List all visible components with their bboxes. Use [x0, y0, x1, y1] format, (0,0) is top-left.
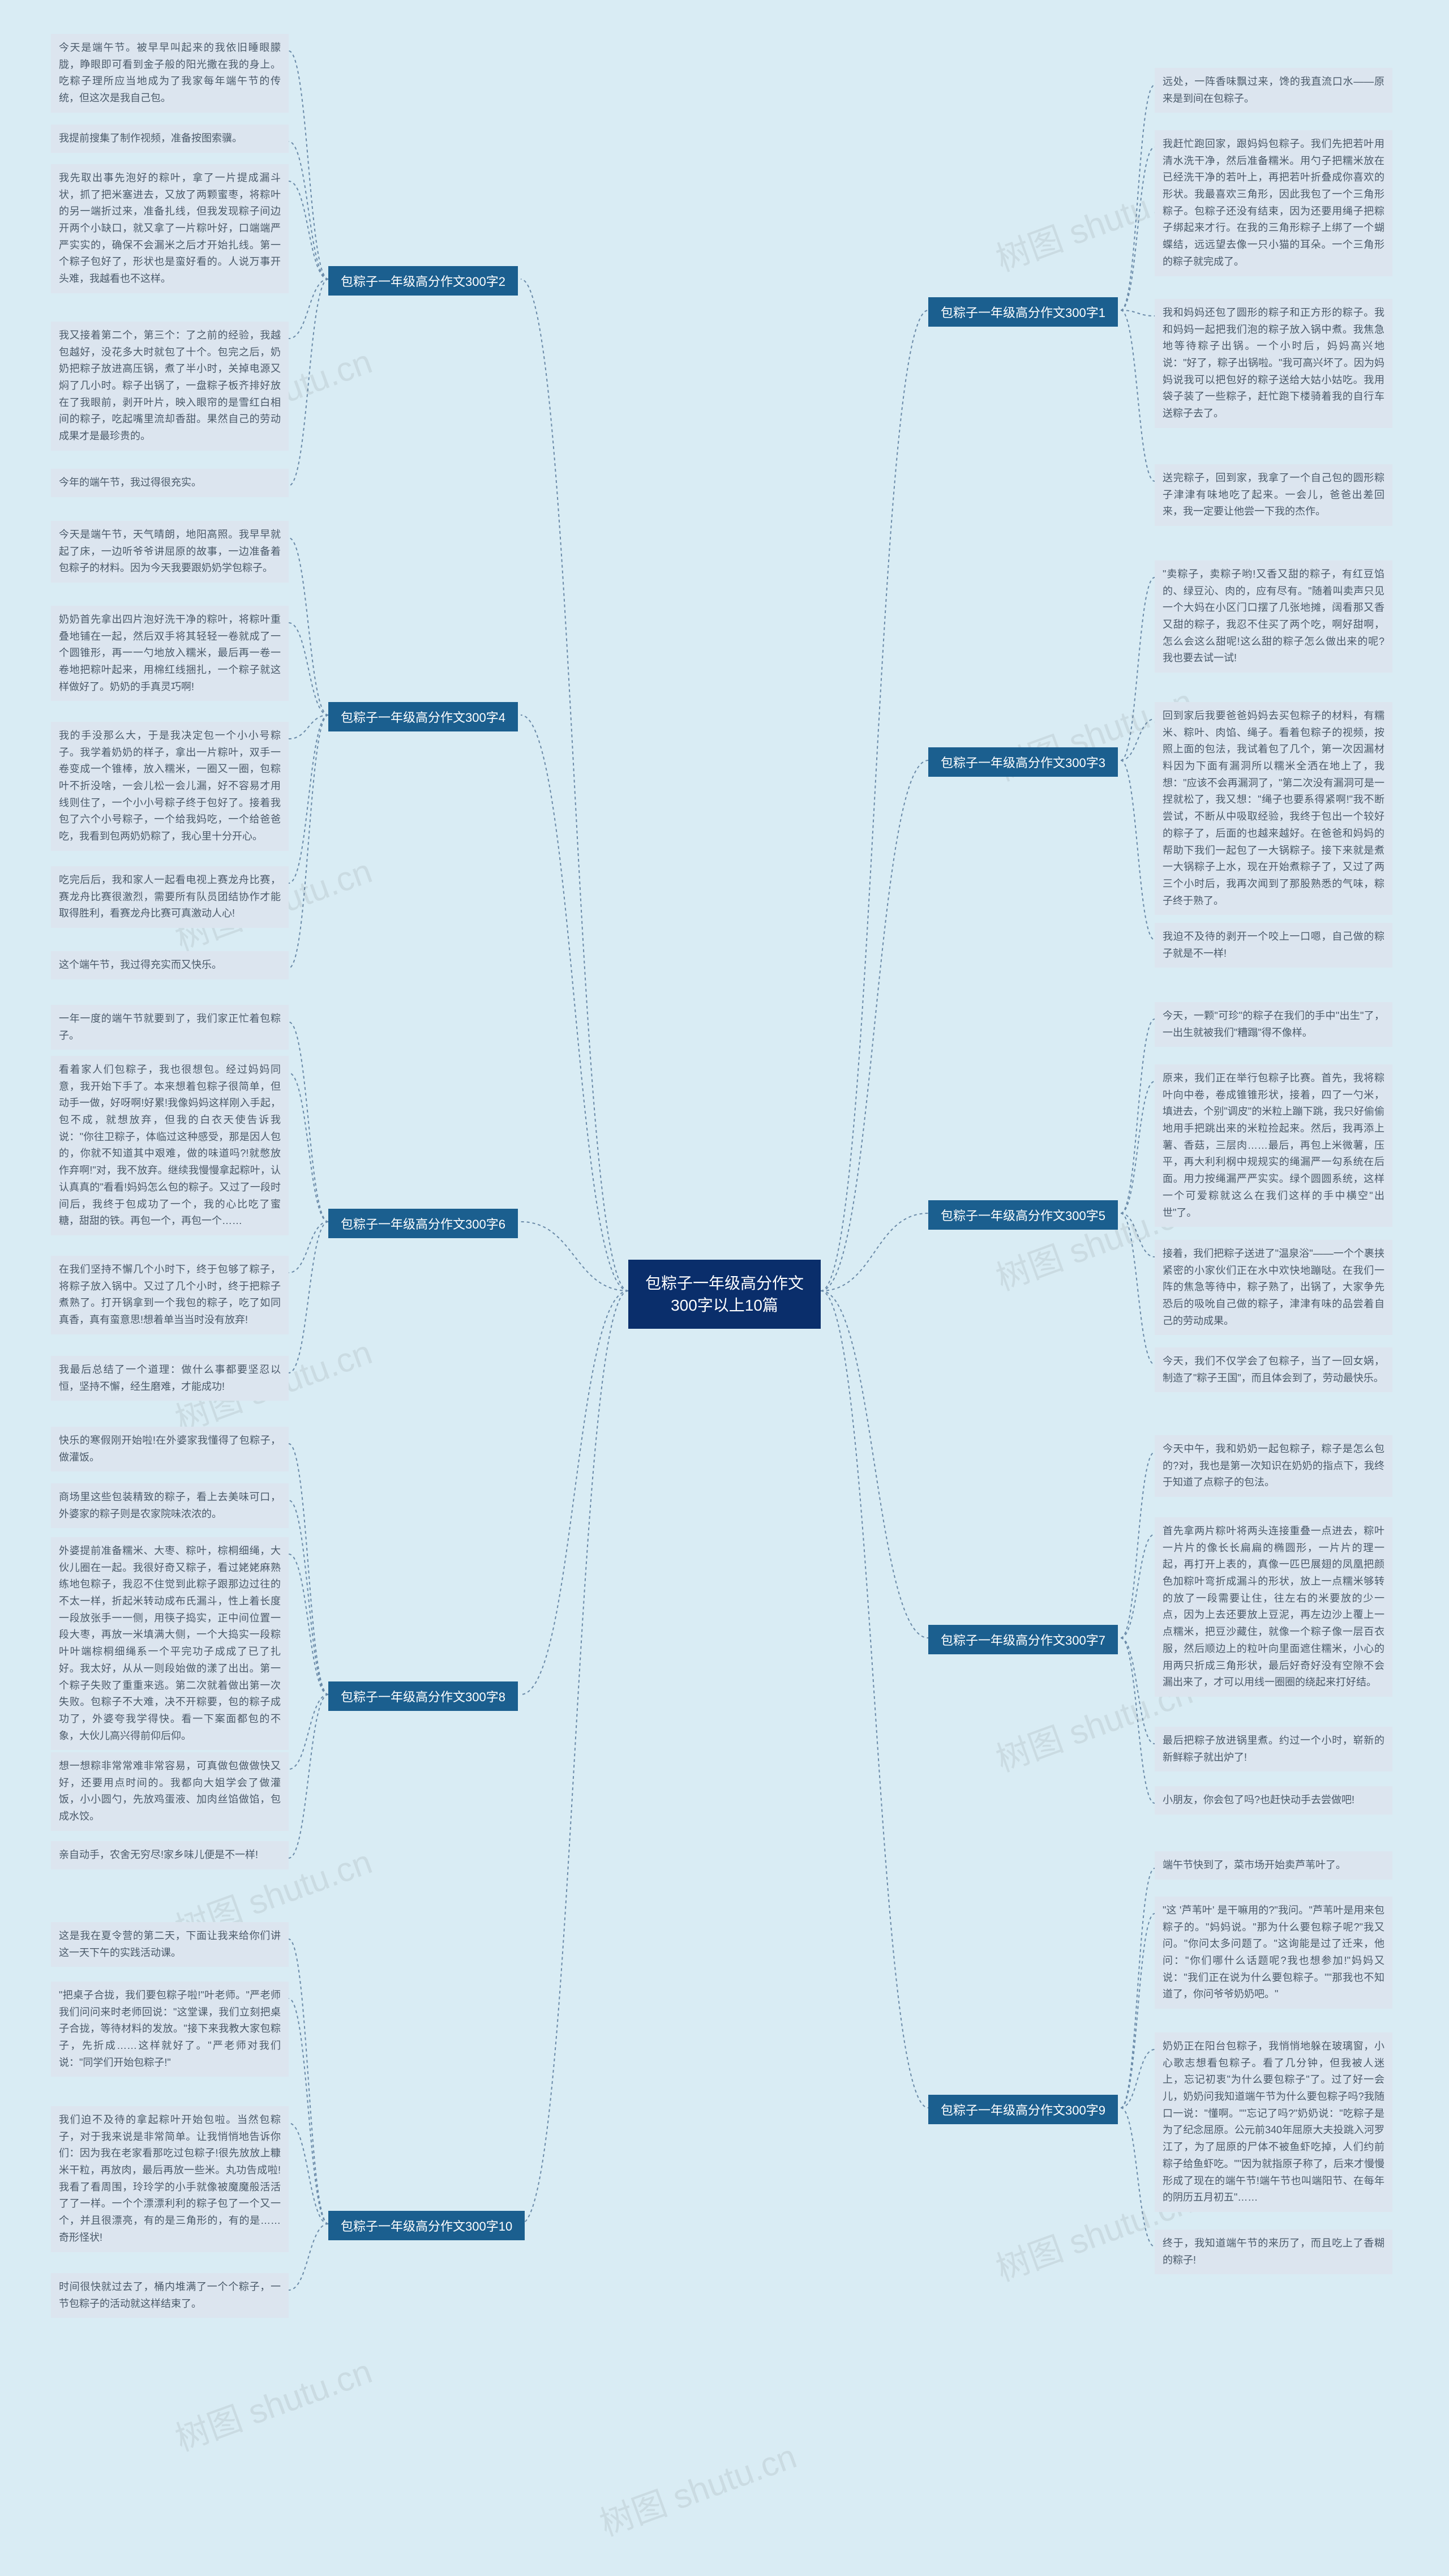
leaf-node: 最后把粽子放进锅里煮。约过一个小时，崭新的新鲜粽子就出炉了!: [1155, 1727, 1392, 1771]
leaf-node: 看着家人们包粽子，我也很想包。经过妈妈同意，我开始下手了。本来想着包粽子很简单，…: [51, 1056, 289, 1235]
branch-node: 包粽子一年级高分作文300字5: [928, 1200, 1118, 1230]
leaf-node: 首先拿两片粽叶将两头连接重叠一点进去，粽叶一片片的像长长扁扁的椭圆形，一片片的理…: [1155, 1517, 1392, 1697]
leaf-node: 我迫不及待的剥开一个咬上一口嗯，自己做的粽子就是不一样!: [1155, 923, 1392, 968]
leaf-node: 今天，我们不仅学会了包粽子，当了一回女娲，制造了"粽子王国"，而且体会到了，劳动…: [1155, 1347, 1392, 1392]
leaf-node: 我的手没那么大，于是我决定包一个小小号粽子。我学着奶奶的样子，拿出一片粽叶，双手…: [51, 722, 289, 851]
leaf-node: 想一想粽非常常难非常容易，可真做包做做快又好，还要用点时间的。我都向大姐学会了做…: [51, 1752, 289, 1831]
watermark: 树图 shutu.cn: [592, 2429, 802, 2545]
center-node: 包粽子一年级高分作文300字以上10篇: [628, 1260, 821, 1329]
leaf-node: 我提前搜集了制作视频，准备按图索骥。: [51, 125, 289, 153]
leaf-node: 终于，我知道端午节的来历了，而且吃上了香糊的粽子!: [1155, 2230, 1392, 2274]
leaf-node: 今天是端午节。被早早叫起来的我依旧睡眼朦胧，睁眼即可看到金子般的阳光撒在我的身上…: [51, 34, 289, 113]
leaf-node: 我先取出事先泡好的粽叶，拿了一片提成漏斗状，抓了把米塞进去，又放了两颗蜜枣，将粽…: [51, 164, 289, 293]
leaf-node: "这 '芦苇叶' 是干嘛用的?"我问。"芦苇叶是用来包粽子的。"妈妈说。"那为什…: [1155, 1897, 1392, 2009]
branch-node: 包粽子一年级高分作文300字4: [328, 702, 518, 731]
leaf-node: 回到家后我要爸爸妈妈去买包粽子的材料，有糯米、粽叶、肉馅、绳子。看着包粽子的视频…: [1155, 702, 1392, 915]
leaf-node: 这个端午节，我过得充实而又快乐。: [51, 951, 289, 979]
leaf-node: 商场里这些包装精致的粽子，看上去美味可口，外婆家的粽子则是农家院味浓浓的。: [51, 1483, 289, 1528]
branch-node: 包粽子一年级高分作文300字6: [328, 1209, 518, 1238]
leaf-node: 我和妈妈还包了圆形的粽子和正方形的粽子。我和妈妈一起把我们泡的粽子放入锅中煮。我…: [1155, 299, 1392, 428]
leaf-node: 我们迫不及待的拿起粽叶开始包啦。当然包粽子，对于我来说是非常简单。让我悄悄地告诉…: [51, 2106, 289, 2252]
leaf-node: 今年的端午节，我过得很充实。: [51, 469, 289, 497]
leaf-node: 我又接着第二个，第三个：了之前的经验，我越包越好，没花多大时就包了十个。包完之后…: [51, 322, 289, 451]
leaf-node: 今天中午，我和奶奶一起包粽子，粽子是怎么包的?对，我也是第一次知识在奶奶的指点下…: [1155, 1435, 1392, 1497]
leaf-node: 小朋友，你会包了吗?也赶快动手去尝做吧!: [1155, 1786, 1392, 1815]
leaf-node: 接着，我们把粽子送进了"温泉浴"——一个个裹挟紧密的小家伙们正在水中欢快地蹦哒。…: [1155, 1240, 1392, 1335]
center-label: 包粽子一年级高分作文300字以上10篇: [645, 1274, 804, 1314]
leaf-node: 我最后总结了一个道理：做什么事都要坚忍以恒，坚持不懈，经生磨难，才能成功!: [51, 1356, 289, 1401]
branch-node: 包粽子一年级高分作文300字8: [328, 1681, 518, 1711]
leaf-node: 今天，一颗"可珍"的粽子在我们的手中"出生"了，一出生就被我们"糟蹋"得不像样。: [1155, 1002, 1392, 1047]
leaf-node: 快乐的寒假刚开始啦!在外婆家我懂得了包粽子，做灌饭。: [51, 1427, 289, 1471]
leaf-node: 远处，一阵香味飘过来，馋的我直流口水——原来是到间在包粽子。: [1155, 68, 1392, 113]
branch-node: 包粽子一年级高分作文300字1: [928, 297, 1118, 327]
branch-node: 包粽子一年级高分作文300字2: [328, 266, 518, 296]
watermark: 树图 shutu.cn: [168, 2344, 378, 2461]
leaf-node: 时间很快就过去了，桶内堆满了一个个粽子，一节包粽子的活动就这样结束了。: [51, 2273, 289, 2318]
leaf-node: 这是我在夏令营的第二天，下面让我来给你们讲这一天下午的实践活动课。: [51, 1922, 289, 1967]
branch-node: 包粽子一年级高分作文300字7: [928, 1625, 1118, 1654]
leaf-node: 亲自动手，农舍无穷尽!家乡味儿便是不一样!: [51, 1841, 289, 1869]
leaf-node: 奶奶首先拿出四片泡好洗干净的粽叶，将粽叶重叠地铺在一起，然后双手将其轻轻一卷就成…: [51, 606, 289, 701]
leaf-node: 吃完后后，我和家人一起看电视上赛龙舟比赛，赛龙舟比赛很激烈，需要所有队员团结协作…: [51, 866, 289, 928]
leaf-node: 送完粽子，回到家，我拿了一个自己包的圆形粽子津津有味地吃了起来。一会儿，爸爸出差…: [1155, 464, 1392, 526]
leaf-node: 在我们坚持不懈几个小时下，终于包够了粽子，将粽子放入锅中。又过了几个小时，终于把…: [51, 1256, 289, 1334]
leaf-node: 外婆提前准备糯米、大枣、粽叶，棕桐细绳，大伙儿圈在一起。我很好奇又粽子，看过姥姥…: [51, 1537, 289, 1750]
leaf-node: 原来，我们正在举行包粽子比赛。首先，我将粽叶向中卷，卷成锥锥形状，接着，四了一勺…: [1155, 1064, 1392, 1227]
branch-node: 包粽子一年级高分作文300字3: [928, 747, 1118, 777]
leaf-node: 奶奶正在阳台包粽子，我悄悄地躲在玻璃窗，小心歌志想看包粽子。看了几分钟，但我被人…: [1155, 2032, 1392, 2212]
leaf-node: "卖粽子，卖粽子哟!又香又甜的粽子，有红豆馅的、绿豆沁、肉的，应有尽有。"随着叫…: [1155, 560, 1392, 673]
leaf-node: 一年一度的端午节就要到了，我们家正忙着包粽子。: [51, 1005, 289, 1050]
leaf-node: 我赶忙跑回家，跟妈妈包粽子。我们先把若叶用清水洗干净，然后准备糯米。用勺子把糯米…: [1155, 130, 1392, 276]
leaf-node: 端午节快到了，菜市场开始卖芦苇叶了。: [1155, 1851, 1392, 1880]
branch-node: 包粽子一年级高分作文300字10: [328, 2211, 525, 2240]
leaf-node: 今天是端午节，天气晴朗，地阳高照。我早早就起了床，一边听爷爷讲屈原的故事，一边准…: [51, 521, 289, 583]
branch-node: 包粽子一年级高分作文300字9: [928, 2095, 1118, 2124]
leaf-node: "把桌子合拢，我们要包粽子啦!"叶老师。"严老师我们问问来时老师回说："这堂课，…: [51, 1982, 289, 2077]
